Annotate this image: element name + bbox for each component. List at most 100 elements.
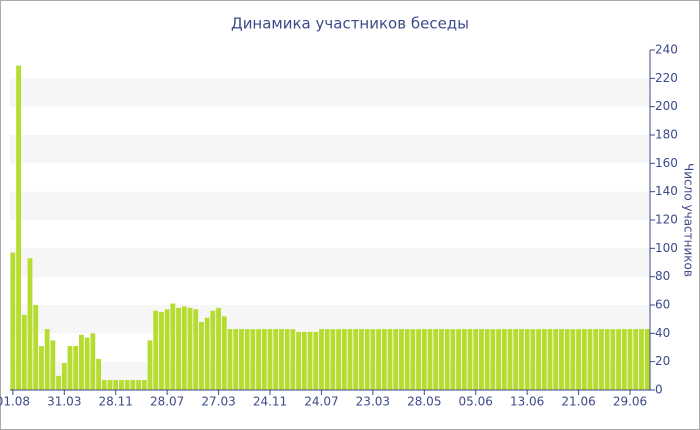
x-tick-label: 31.03 — [47, 395, 81, 409]
bar — [559, 329, 564, 390]
bar — [56, 375, 61, 390]
bar — [279, 329, 284, 390]
bar — [639, 329, 644, 390]
x-tick-label: 01.08 — [0, 395, 30, 409]
bar — [501, 329, 507, 390]
bar — [570, 329, 576, 390]
y-tick-label: 160 — [655, 156, 678, 170]
bar — [181, 306, 187, 390]
bar — [27, 258, 33, 390]
grid-band — [10, 78, 650, 107]
bar — [96, 358, 101, 390]
bar — [124, 380, 130, 390]
bar — [290, 329, 296, 390]
bar — [416, 329, 421, 390]
y-axis-label: Число участников — [682, 163, 696, 277]
y-tick-label: 200 — [655, 99, 678, 113]
bar — [547, 329, 553, 390]
bar — [39, 346, 44, 390]
bar — [239, 329, 244, 390]
bar — [490, 329, 496, 390]
bar — [193, 309, 199, 390]
bar — [210, 310, 216, 390]
bar — [633, 329, 639, 390]
bar — [347, 329, 353, 390]
bar — [119, 380, 124, 390]
bar — [284, 329, 290, 390]
bar — [536, 329, 541, 390]
bar — [101, 380, 107, 390]
y-tick-label: 20 — [655, 354, 670, 368]
bar — [461, 329, 467, 390]
bar — [410, 329, 416, 390]
bar — [10, 252, 16, 390]
y-tick-label: 140 — [655, 184, 678, 198]
x-tick-label: 05.06 — [459, 395, 493, 409]
y-tick-label: 80 — [655, 269, 670, 283]
x-tick-label: 27.03 — [201, 395, 235, 409]
bar — [79, 334, 84, 390]
y-tick-label: 220 — [655, 71, 678, 85]
bar — [530, 329, 536, 390]
bar — [84, 337, 90, 390]
bar — [21, 314, 27, 390]
bar — [564, 329, 570, 390]
bar — [439, 329, 444, 390]
bar — [587, 329, 593, 390]
bar — [581, 329, 587, 390]
y-tick-label: 0 — [655, 383, 663, 397]
bar — [336, 329, 341, 390]
bar — [576, 329, 581, 390]
x-tick-label: 28.11 — [99, 395, 133, 409]
bar — [153, 310, 159, 390]
bar — [50, 340, 56, 390]
bar — [107, 380, 113, 390]
y-tick-label: 60 — [655, 298, 670, 312]
bar — [513, 329, 519, 390]
bar — [261, 329, 267, 390]
bar — [73, 346, 79, 390]
bar — [141, 380, 147, 390]
bar — [484, 329, 490, 390]
bar — [456, 329, 461, 390]
y-tick-label: 180 — [655, 128, 678, 142]
bar — [393, 329, 399, 390]
bar — [359, 329, 364, 390]
bar — [147, 340, 153, 390]
bar — [170, 303, 176, 390]
bar — [159, 312, 164, 390]
bar — [621, 329, 627, 390]
x-tick-label: 24.07 — [304, 395, 338, 409]
bar — [376, 329, 381, 390]
bar — [427, 329, 433, 390]
bar — [381, 329, 387, 390]
bar — [519, 329, 524, 390]
bar — [421, 329, 427, 390]
y-tick-label: 240 — [655, 43, 678, 57]
bar — [136, 380, 141, 390]
bar — [370, 329, 376, 390]
x-tick-label: 28.07 — [150, 395, 184, 409]
bar — [599, 329, 604, 390]
bar — [364, 329, 370, 390]
bar — [113, 380, 119, 390]
bar — [227, 329, 233, 390]
bar — [399, 329, 404, 390]
bar — [176, 307, 181, 390]
grid-band — [10, 305, 650, 334]
bar — [33, 305, 39, 390]
bar — [164, 309, 170, 390]
bar — [616, 329, 621, 390]
bar — [627, 329, 633, 390]
bar — [221, 316, 227, 390]
bar — [90, 333, 96, 390]
chart-title: Динамика участников беседы — [231, 15, 469, 33]
x-tick-label: 28.05 — [407, 395, 441, 409]
bar — [473, 329, 479, 390]
grid-band — [10, 135, 650, 164]
bar — [324, 329, 330, 390]
bar — [256, 329, 261, 390]
bar — [187, 307, 193, 390]
bar — [524, 329, 530, 390]
